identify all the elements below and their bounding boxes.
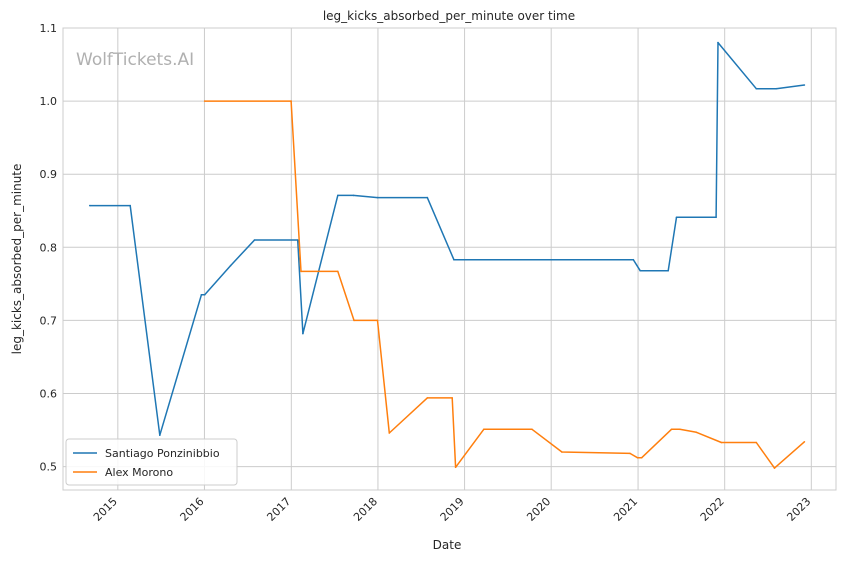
data-point-santiago-ponzinibbio xyxy=(253,239,256,241)
data-point-alex-morono xyxy=(561,451,563,453)
data-point-alex-morono xyxy=(695,431,698,434)
data-point-alex-morono xyxy=(755,441,758,444)
data-point-alex-morono xyxy=(203,100,206,102)
data-point-alex-morono xyxy=(483,428,485,431)
data-point-santiago-ponzinibbio xyxy=(129,204,131,207)
data-point-alex-morono xyxy=(636,457,639,459)
y-axis-label: leg_kicks_absorbed_per_minute xyxy=(10,164,24,355)
y-tick-label: 1.0 xyxy=(40,95,58,108)
data-point-alex-morono xyxy=(426,397,429,399)
legend: Santiago Ponzinibbio Alex Morono xyxy=(65,438,238,486)
data-point-alex-morono xyxy=(720,441,723,444)
data-point-alex-morono xyxy=(353,319,355,322)
data-point-alex-morono xyxy=(454,466,457,469)
legend-label-santiago-ponzinibbio: Santiago Ponzinibbio xyxy=(105,447,220,460)
data-point-santiago-ponzinibbio xyxy=(337,194,339,197)
data-point-alex-morono xyxy=(337,270,339,273)
data-point-santiago-ponzinibbio xyxy=(296,239,299,241)
data-point-alex-morono xyxy=(670,428,673,431)
data-point-santiago-ponzinibbio xyxy=(775,87,777,90)
data-point-santiago-ponzinibbio xyxy=(803,84,806,86)
data-point-santiago-ponzinibbio xyxy=(426,196,429,199)
data-point-santiago-ponzinibbio xyxy=(229,264,232,267)
y-tick-label: 0.8 xyxy=(40,241,58,254)
y-tick-label: 1.1 xyxy=(40,22,58,35)
data-point-alex-morono xyxy=(531,428,533,431)
chart-title: leg_kicks_absorbed_per_minute over time xyxy=(323,9,575,23)
x-axis-label: Date xyxy=(433,538,462,552)
data-point-santiago-ponzinibbio xyxy=(200,294,203,296)
data-point-santiago-ponzinibbio xyxy=(667,269,669,272)
y-tick-label: 0.5 xyxy=(40,461,58,474)
data-point-alex-morono xyxy=(803,441,806,443)
data-point-santiago-ponzinibbio xyxy=(632,258,635,261)
data-point-alex-morono xyxy=(679,428,681,431)
data-point-santiago-ponzinibbio xyxy=(453,258,455,261)
data-point-alex-morono xyxy=(388,432,391,434)
data-point-santiago-ponzinibbio xyxy=(639,269,641,272)
data-point-alex-morono xyxy=(773,467,776,469)
plot-frame xyxy=(62,27,837,491)
data-point-alex-morono xyxy=(376,319,379,322)
data-point-alex-morono xyxy=(640,457,643,459)
data-point-santiago-ponzinibbio xyxy=(717,41,719,44)
series-lines xyxy=(89,41,806,469)
legend-label-alex-morono: Alex Morono xyxy=(105,466,173,479)
data-point-santiago-ponzinibbio xyxy=(159,434,161,437)
data-point-alex-morono xyxy=(629,452,631,455)
y-tick-label: 0.9 xyxy=(40,168,58,181)
data-point-santiago-ponzinibbio xyxy=(203,294,206,296)
y-tick-label: 0.7 xyxy=(40,314,58,327)
y-tick-labels: 0.5 0.6 0.7 0.8 0.9 1.0 1.1 xyxy=(40,22,58,474)
data-point-santiago-ponzinibbio xyxy=(376,196,379,199)
data-point-santiago-ponzinibbio xyxy=(352,194,355,197)
data-point-alex-morono xyxy=(290,100,292,102)
y-tick-label: 0.6 xyxy=(40,388,58,401)
data-point-santiago-ponzinibbio xyxy=(675,216,678,219)
grid xyxy=(63,27,836,490)
legend-box xyxy=(65,438,238,486)
watermark: WolfTickets.AI xyxy=(76,50,194,70)
data-point-alex-morono xyxy=(451,397,454,399)
data-point-santiago-ponzinibbio xyxy=(302,332,304,335)
data-point-alex-morono xyxy=(300,270,302,273)
data-point-santiago-ponzinibbio xyxy=(715,216,717,219)
data-point-santiago-ponzinibbio xyxy=(755,87,758,90)
data-point-santiago-ponzinibbio xyxy=(89,204,91,207)
plot-area xyxy=(63,28,836,490)
